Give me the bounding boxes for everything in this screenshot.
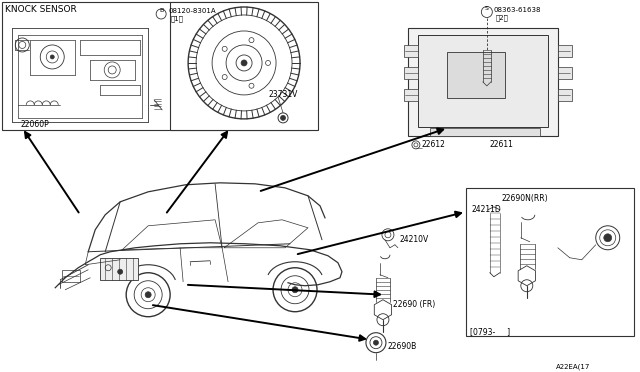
Bar	[404, 89, 418, 101]
Text: 22612: 22612	[422, 140, 446, 149]
Text: 24210V: 24210V	[400, 235, 429, 244]
Bar	[408, 28, 558, 136]
Circle shape	[156, 9, 166, 19]
Text: 24211D: 24211D	[472, 205, 502, 214]
Text: 22060P: 22060P	[20, 120, 49, 129]
Bar	[447, 52, 505, 98]
Text: 08120-8301A: 08120-8301A	[168, 8, 216, 14]
Text: B: B	[159, 9, 163, 13]
Bar	[62, 270, 80, 282]
Circle shape	[374, 340, 378, 345]
Text: KNOCK SENSOR: KNOCK SENSOR	[5, 5, 77, 14]
Text: A22EA(17: A22EA(17	[556, 364, 590, 370]
Bar	[558, 89, 572, 101]
Bar	[170, 2, 318, 130]
Bar	[430, 128, 540, 136]
Text: [0793-     ]: [0793- ]	[470, 327, 510, 336]
Bar	[558, 45, 572, 57]
Circle shape	[481, 6, 492, 17]
Bar	[466, 188, 634, 336]
Circle shape	[118, 269, 123, 274]
Text: 22690 (FR): 22690 (FR)	[393, 300, 435, 309]
Text: S: S	[485, 6, 489, 12]
Circle shape	[51, 55, 54, 59]
Bar	[404, 67, 418, 79]
Circle shape	[280, 115, 285, 121]
Text: （1）: （1）	[171, 15, 184, 22]
Circle shape	[604, 234, 612, 242]
Text: 22611: 22611	[490, 140, 514, 149]
Text: 23731V: 23731V	[268, 90, 298, 99]
Circle shape	[292, 287, 298, 293]
Bar	[100, 258, 138, 280]
Circle shape	[241, 60, 247, 66]
Bar	[404, 45, 418, 57]
Bar	[418, 35, 548, 127]
Bar	[558, 67, 572, 79]
Text: 22690B: 22690B	[388, 342, 417, 351]
Text: （2）: （2）	[496, 14, 509, 20]
Circle shape	[145, 292, 151, 298]
Text: 22690N(RR): 22690N(RR)	[502, 194, 548, 203]
Bar	[3, 2, 310, 130]
Text: 08363-61638: 08363-61638	[494, 7, 541, 13]
